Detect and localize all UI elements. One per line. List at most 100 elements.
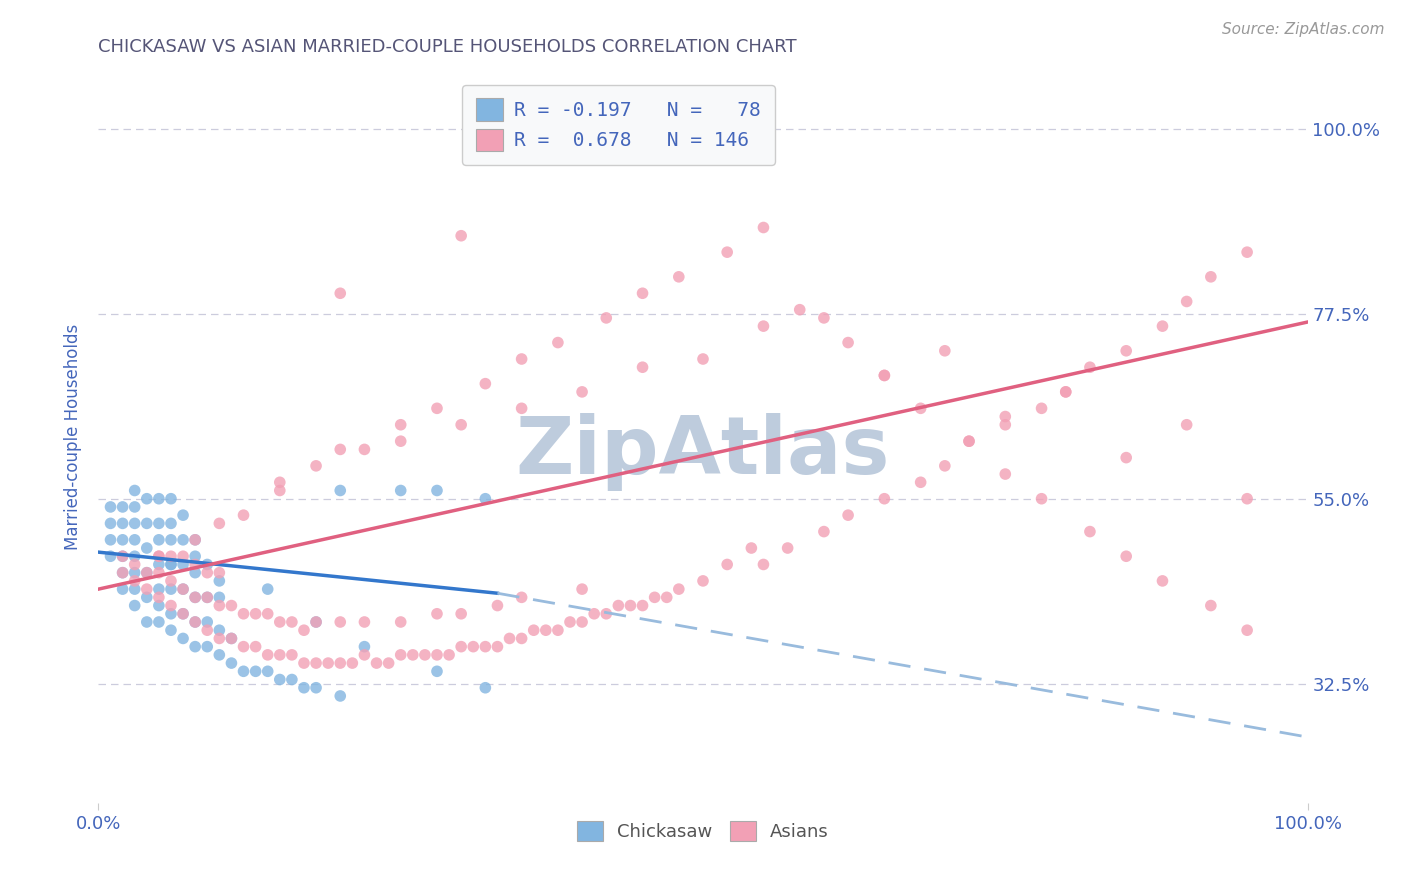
Point <box>716 245 738 260</box>
Point <box>752 558 775 572</box>
Point <box>353 648 375 662</box>
Point <box>100 516 122 531</box>
Point <box>305 615 328 629</box>
Point <box>184 549 207 564</box>
Point <box>111 582 134 596</box>
Point <box>256 665 278 679</box>
Point <box>1199 269 1222 284</box>
Point <box>160 582 183 596</box>
Point <box>184 615 207 629</box>
Point <box>1054 384 1077 399</box>
Point <box>256 648 278 662</box>
Point <box>1031 401 1053 416</box>
Point <box>342 656 364 670</box>
Point <box>1199 599 1222 613</box>
Point <box>111 549 134 564</box>
Point <box>934 458 956 473</box>
Point <box>1078 524 1101 539</box>
Point <box>195 640 218 654</box>
Point <box>195 566 218 580</box>
Point <box>426 665 449 679</box>
Point <box>426 483 449 498</box>
Point <box>100 533 122 547</box>
Point <box>111 566 134 580</box>
Point <box>172 582 194 596</box>
Point <box>1115 450 1137 465</box>
Point <box>111 549 134 564</box>
Point <box>389 417 412 432</box>
Point <box>837 335 859 350</box>
Point <box>1236 491 1258 506</box>
Point <box>486 599 509 613</box>
Point <box>269 615 291 629</box>
Point <box>124 558 146 572</box>
Point <box>510 401 533 416</box>
Point <box>160 549 183 564</box>
Point <box>232 665 254 679</box>
Point <box>558 615 581 629</box>
Point <box>172 558 194 572</box>
Point <box>474 491 496 506</box>
Point <box>184 591 207 605</box>
Point <box>148 599 170 613</box>
Point <box>1152 319 1174 334</box>
Point <box>813 310 835 325</box>
Point <box>195 558 218 572</box>
Point <box>232 607 254 621</box>
Point <box>486 640 509 654</box>
Point <box>510 351 533 366</box>
Point <box>910 475 932 490</box>
Point <box>195 615 218 629</box>
Point <box>184 533 207 547</box>
Point <box>148 549 170 564</box>
Point <box>184 566 207 580</box>
Text: CHICKASAW VS ASIAN MARRIED-COUPLE HOUSEHOLDS CORRELATION CHART: CHICKASAW VS ASIAN MARRIED-COUPLE HOUSEH… <box>98 38 797 56</box>
Point <box>329 656 352 670</box>
Point <box>595 310 617 325</box>
Point <box>366 656 388 670</box>
Point <box>631 599 654 613</box>
Point <box>111 566 134 580</box>
Point <box>1175 417 1198 432</box>
Point <box>1115 549 1137 564</box>
Point <box>245 640 267 654</box>
Point <box>160 599 183 613</box>
Point <box>813 524 835 539</box>
Point <box>195 591 218 605</box>
Point <box>450 228 472 243</box>
Point <box>305 615 328 629</box>
Point <box>124 516 146 531</box>
Point <box>245 665 267 679</box>
Point <box>1054 384 1077 399</box>
Point <box>305 681 328 695</box>
Point <box>1115 343 1137 358</box>
Point <box>571 615 593 629</box>
Point <box>148 549 170 564</box>
Point <box>716 558 738 572</box>
Point <box>353 640 375 654</box>
Text: ZipAtlas: ZipAtlas <box>516 413 890 491</box>
Point <box>571 384 593 399</box>
Point <box>172 582 194 596</box>
Point <box>498 632 520 646</box>
Point <box>124 566 146 580</box>
Point <box>221 656 243 670</box>
Point <box>474 376 496 391</box>
Point <box>195 591 218 605</box>
Point <box>994 467 1017 481</box>
Point <box>389 648 412 662</box>
Point <box>160 624 183 638</box>
Point <box>1236 245 1258 260</box>
Point <box>305 656 328 670</box>
Point <box>148 558 170 572</box>
Point <box>329 286 352 301</box>
Point <box>329 442 352 457</box>
Point <box>148 615 170 629</box>
Point <box>160 558 183 572</box>
Point <box>450 417 472 432</box>
Point <box>160 607 183 621</box>
Point <box>329 689 352 703</box>
Point <box>160 558 183 572</box>
Point <box>631 360 654 375</box>
Point <box>510 591 533 605</box>
